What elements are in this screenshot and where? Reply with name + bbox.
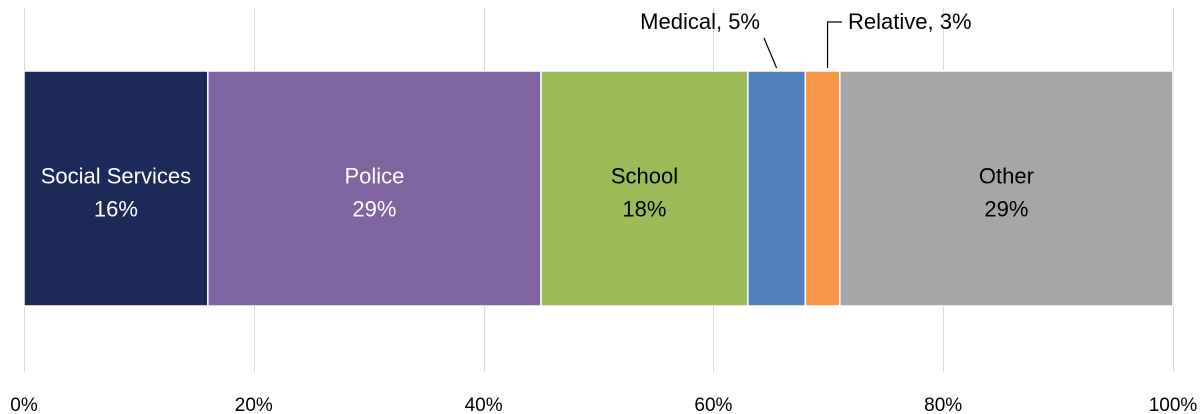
x-tick-label: 40% (465, 395, 503, 414)
bar-segment-medical (747, 70, 807, 307)
leader-line-medical (763, 37, 778, 69)
data-label-social-services-value: 16% (94, 197, 138, 222)
x-tick-label: 20% (235, 395, 273, 414)
data-label-social-services-name: Social Services (41, 164, 191, 189)
x-tick-label: 100% (1149, 395, 1198, 414)
data-label-medical: Medical, 5% (640, 9, 760, 34)
x-tick-label: 0% (10, 395, 38, 414)
data-label-other-name: Other (979, 164, 1034, 189)
data-label-other-value: 29% (984, 197, 1028, 222)
bar-segments (23, 70, 1174, 307)
data-label-police-value: 29% (352, 197, 396, 222)
bar-segment-police (207, 70, 542, 307)
data-label-relative: Relative, 3% (848, 9, 972, 34)
data-label-school-value: 18% (622, 197, 666, 222)
data-labels: Social Services 16% Police 29% School 18% Medi… (41, 9, 1034, 222)
bar-segment-social-services (23, 70, 209, 307)
leader-line-relative (826, 21, 842, 68)
x-axis: 0% 20% 40% 60% 80% 100% (10, 395, 1197, 414)
data-label-school-name: School (611, 164, 678, 189)
x-tick-label: 80% (924, 395, 962, 414)
data-label-police-name: Police (344, 164, 404, 189)
bar-segment-other (839, 70, 1174, 307)
bar-segment-school (540, 70, 749, 307)
bar-segment-relative (804, 70, 841, 307)
x-tick-label: 60% (694, 395, 732, 414)
